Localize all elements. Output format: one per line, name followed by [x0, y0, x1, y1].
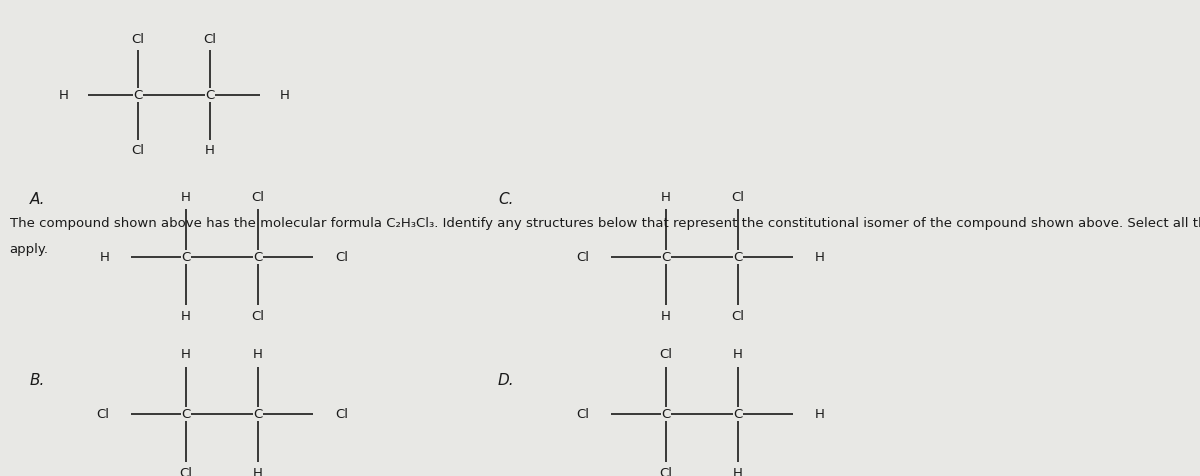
- Text: C: C: [253, 407, 263, 421]
- Text: Cl: Cl: [335, 250, 348, 264]
- Text: C: C: [181, 250, 191, 264]
- Text: The compound shown above has the molecular formula C₂H₃Cl₃. Identify any structu: The compound shown above has the molecul…: [10, 217, 1200, 229]
- Text: apply.: apply.: [10, 243, 48, 256]
- Text: Cl: Cl: [732, 310, 744, 323]
- Text: D.: D.: [498, 373, 515, 388]
- Text: Cl: Cl: [132, 33, 144, 46]
- Text: H: H: [733, 467, 743, 476]
- Text: Cl: Cl: [204, 33, 216, 46]
- Text: Cl: Cl: [252, 191, 264, 204]
- Text: H: H: [661, 310, 671, 323]
- Text: H: H: [253, 348, 263, 361]
- Text: H: H: [280, 89, 289, 102]
- Text: H: H: [815, 250, 824, 264]
- Text: C: C: [733, 407, 743, 421]
- Text: Cl: Cl: [180, 467, 192, 476]
- Text: Cl: Cl: [732, 191, 744, 204]
- Text: H: H: [59, 89, 68, 102]
- Text: Cl: Cl: [660, 348, 672, 361]
- Text: C: C: [253, 250, 263, 264]
- Text: C: C: [133, 89, 143, 102]
- Text: Cl: Cl: [252, 310, 264, 323]
- Text: C: C: [205, 89, 215, 102]
- Text: H: H: [100, 250, 109, 264]
- Text: H: H: [181, 310, 191, 323]
- Text: A.: A.: [30, 192, 46, 208]
- Text: H: H: [205, 144, 215, 158]
- Text: H: H: [815, 407, 824, 421]
- Text: C: C: [661, 250, 671, 264]
- Text: Cl: Cl: [132, 144, 144, 158]
- Text: B.: B.: [30, 373, 46, 388]
- Text: C: C: [733, 250, 743, 264]
- Text: C: C: [181, 407, 191, 421]
- Text: Cl: Cl: [576, 407, 589, 421]
- Text: Cl: Cl: [660, 467, 672, 476]
- Text: H: H: [181, 348, 191, 361]
- Text: C.: C.: [498, 192, 514, 208]
- Text: H: H: [661, 191, 671, 204]
- Text: H: H: [181, 191, 191, 204]
- Text: Cl: Cl: [576, 250, 589, 264]
- Text: Cl: Cl: [335, 407, 348, 421]
- Text: Cl: Cl: [96, 407, 109, 421]
- Text: H: H: [253, 467, 263, 476]
- Text: C: C: [661, 407, 671, 421]
- Text: H: H: [733, 348, 743, 361]
